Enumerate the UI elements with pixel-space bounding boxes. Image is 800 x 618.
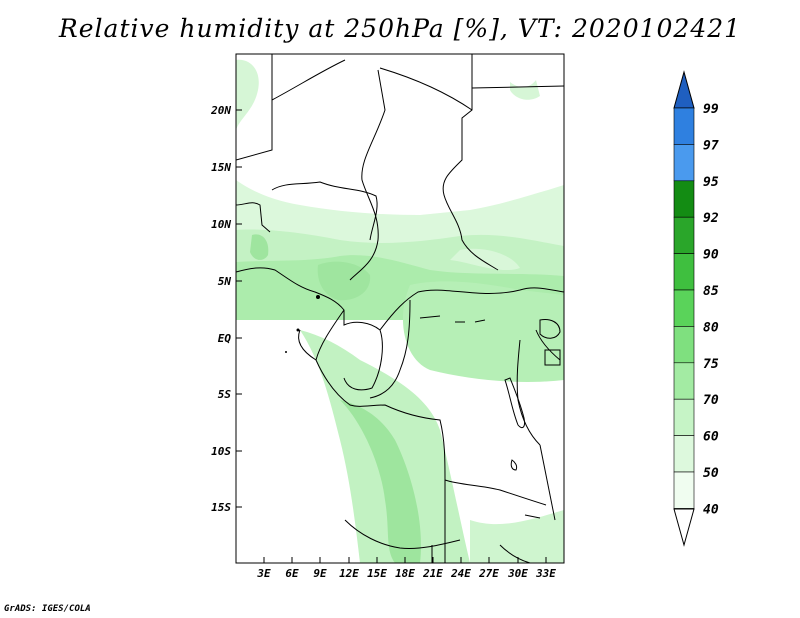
colorbar-cell: [673, 326, 695, 364]
lon-ticks: [263, 557, 547, 563]
lon-label: 18E: [395, 567, 415, 580]
lon-label: 15E: [367, 567, 387, 580]
colorbar-label: 60: [703, 430, 719, 445]
humidity-field: [236, 59, 564, 563]
colorbar-cell: [673, 289, 695, 327]
lakes: [419, 315, 561, 519]
colorbar-cell: [673, 144, 695, 182]
lon-label: 21E: [422, 567, 443, 580]
colorbar-label: 50: [703, 466, 719, 481]
lon-label: 3E: [256, 567, 271, 580]
colorbar-label: 92: [703, 211, 719, 226]
lon-label: 33E: [535, 567, 556, 580]
colorbar-label: 97: [703, 138, 719, 153]
lon-label: 9E: [313, 567, 327, 580]
lon-label: 30E: [507, 567, 528, 580]
colorbar-label: 95: [703, 175, 719, 190]
colorbar-cell: [673, 253, 695, 291]
colorbar-cell: [673, 216, 695, 254]
islands: [285, 295, 320, 353]
lon-labels: 3E 6E 9E 12E 15E 18E 21E 24E 27E 30E 33E: [256, 567, 556, 580]
lat-label: 5S: [218, 388, 232, 401]
lon-label: 6E: [285, 567, 299, 580]
colorbar-label: 70: [703, 393, 719, 408]
colorbar-label: 90: [703, 248, 719, 263]
map-title: Relative humidity at 250hPa [%], VT: 202…: [58, 14, 742, 43]
colorbar-label: 40: [703, 502, 719, 517]
colorbar-cell: [673, 107, 695, 145]
colorbar-bottom-arrow: [673, 508, 695, 547]
colorbar-top-arrow: [673, 70, 695, 109]
colorbar-label: 99: [703, 102, 719, 117]
colorbar-cell: [673, 435, 695, 473]
colorbar-cell: [673, 362, 695, 400]
lat-label: 15S: [211, 501, 231, 514]
lat-label: EQ: [218, 332, 232, 345]
lon-label: 12E: [339, 567, 359, 580]
colorbar-label: 85: [703, 284, 719, 299]
lat-ticks: [236, 109, 242, 508]
lat-label: 10S: [211, 445, 231, 458]
map-frame: [235, 53, 565, 564]
colorbar-cell: [673, 180, 695, 218]
lon-label: 24E: [450, 567, 471, 580]
country-borders: [236, 54, 564, 563]
lat-label: 15N: [211, 161, 231, 174]
colorbar: 99 97 95 92 90 85 80 75 70 60 50 40: [673, 70, 719, 547]
lon-label: 27E: [478, 567, 499, 580]
lat-label: 10N: [211, 218, 231, 231]
colorbar-label: 80: [703, 320, 719, 335]
colorbar-cell: [673, 398, 695, 436]
colorbar-label: 75: [703, 357, 719, 372]
lat-labels: 20N 15N 10N 5N EQ 5S 10S 15S: [210, 104, 231, 514]
colorbar-cell: [673, 471, 695, 509]
lat-label: 5N: [218, 275, 232, 288]
credit-text: GrADS: IGES/COLA: [4, 604, 91, 614]
lat-label: 20N: [210, 104, 231, 117]
